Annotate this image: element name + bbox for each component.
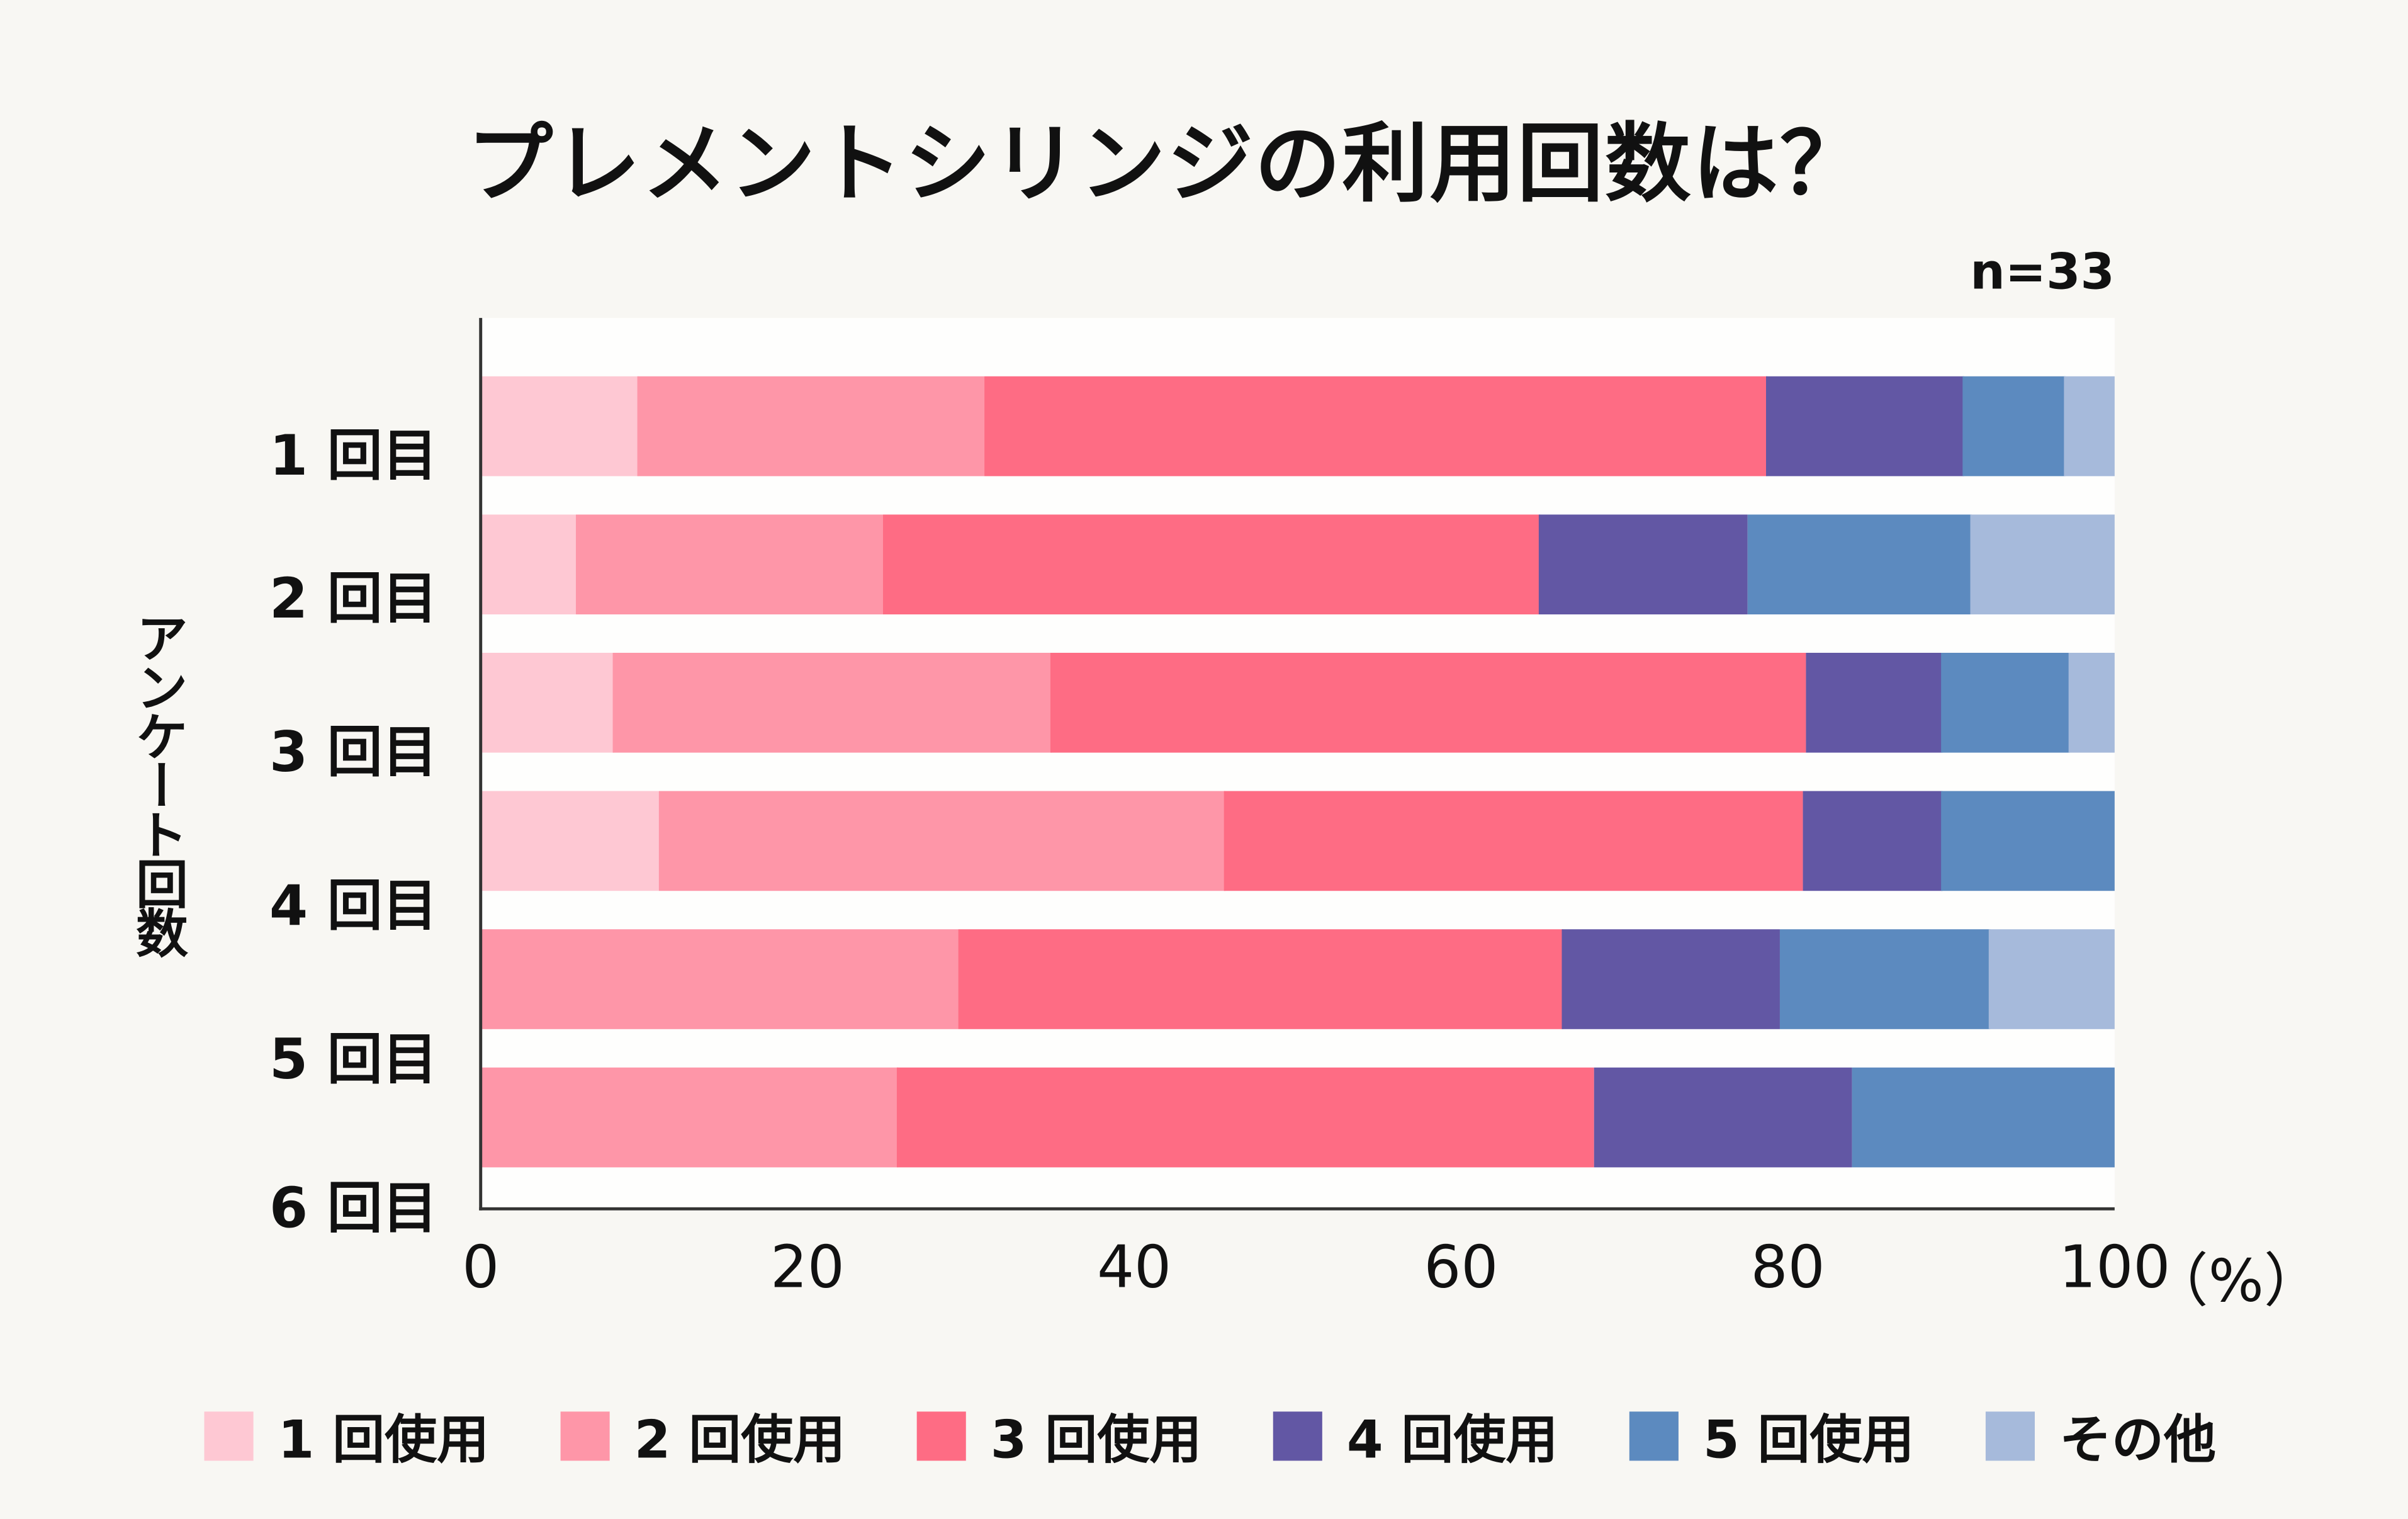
bar-segment [1988,929,2116,1029]
legend-label: 3 回使用 [990,1409,1202,1472]
bar-segment [957,929,1563,1029]
bar-segment [1562,929,1781,1029]
legend-label: 2 回使用 [634,1409,846,1472]
bar-segment [1806,653,1942,753]
legend-swatch [560,1411,610,1460]
bar-segment [984,376,1768,477]
bar-segment [1050,653,1807,753]
y-tick-label: 1 回目 [269,425,438,488]
bar-segment [1851,1067,2116,1168]
legend-label: 1 回使用 [278,1409,490,1472]
bar-segment [882,514,1541,614]
x-tick-label: 20 [770,1233,845,1301]
x-tick-label: 100 [2059,1233,2171,1301]
bar-segment [1539,514,1748,614]
x-axis-line [479,1207,2115,1210]
x-tick-label: 60 [1424,1233,1499,1301]
bar-segment [480,376,639,477]
x-tick-label: 80 [1750,1233,1825,1301]
y-axis-title: アンケート回数 [126,611,188,956]
bar-segment [480,653,614,753]
bar-segment [612,653,1052,753]
bar-segment [480,791,660,891]
bar-segment [1802,791,1942,891]
bar-segment [1747,514,1972,614]
bar-segment [480,514,577,614]
y-axis-line [479,318,481,1211]
bar-segment [1941,653,2070,753]
legend-swatch [204,1411,254,1460]
chart-title: プレメントシリンジの利用回数は？ [466,115,1868,215]
sample-size-note: n=33 [1970,242,2115,302]
legend: 1 回使用 2 回使用 3 回使用 4 回使用 5 回使用 その他 [204,1398,2342,1473]
legend-swatch [1985,1411,2035,1460]
legend-label: 4 回使用 [1346,1409,1558,1472]
legend-label: 5 回使用 [1702,1409,1915,1472]
bar-segment [1962,376,2065,477]
bar-segment [1224,791,1804,891]
bar-segment [637,376,985,477]
legend-label: その他 [2059,1409,2216,1472]
legend-item: 1 回使用 [204,1398,561,1473]
bar-segment [575,514,884,614]
bar-segment [1766,376,1964,477]
legend-item: 5 回使用 [1629,1398,1986,1473]
legend-swatch [1273,1411,1322,1460]
bar-segment [1779,929,1990,1029]
y-tick-label: 5 回目 [269,1029,438,1092]
x-axis-unit: （%） [2150,1247,2322,1315]
bar-segment [480,1067,898,1168]
y-tick-label: 3 回目 [269,721,438,785]
bar-segment [1593,1067,1853,1168]
legend-swatch [916,1411,966,1460]
legend-item: その他 [1985,1398,2342,1473]
y-tick-label: 4 回目 [269,875,438,939]
y-tick-label: 6 回目 [269,1178,438,1241]
legend-item: 4 回使用 [1273,1398,1629,1473]
legend-swatch [1629,1411,1679,1460]
plot-area [480,318,2116,1209]
x-tick-label: 0 [462,1233,500,1301]
bar-segment [1971,514,2116,614]
bar-segment [2069,653,2116,753]
bar-segment [1941,791,2116,891]
bar-segment [2064,376,2116,477]
bar-segment [658,791,1225,891]
legend-item: 3 回使用 [916,1398,1273,1473]
x-tick-label: 40 [1097,1233,1172,1301]
y-tick-label: 2 回目 [269,568,438,631]
legend-item: 2 回使用 [560,1398,917,1473]
bar-segment [480,929,959,1029]
bar-segment [897,1067,1594,1168]
